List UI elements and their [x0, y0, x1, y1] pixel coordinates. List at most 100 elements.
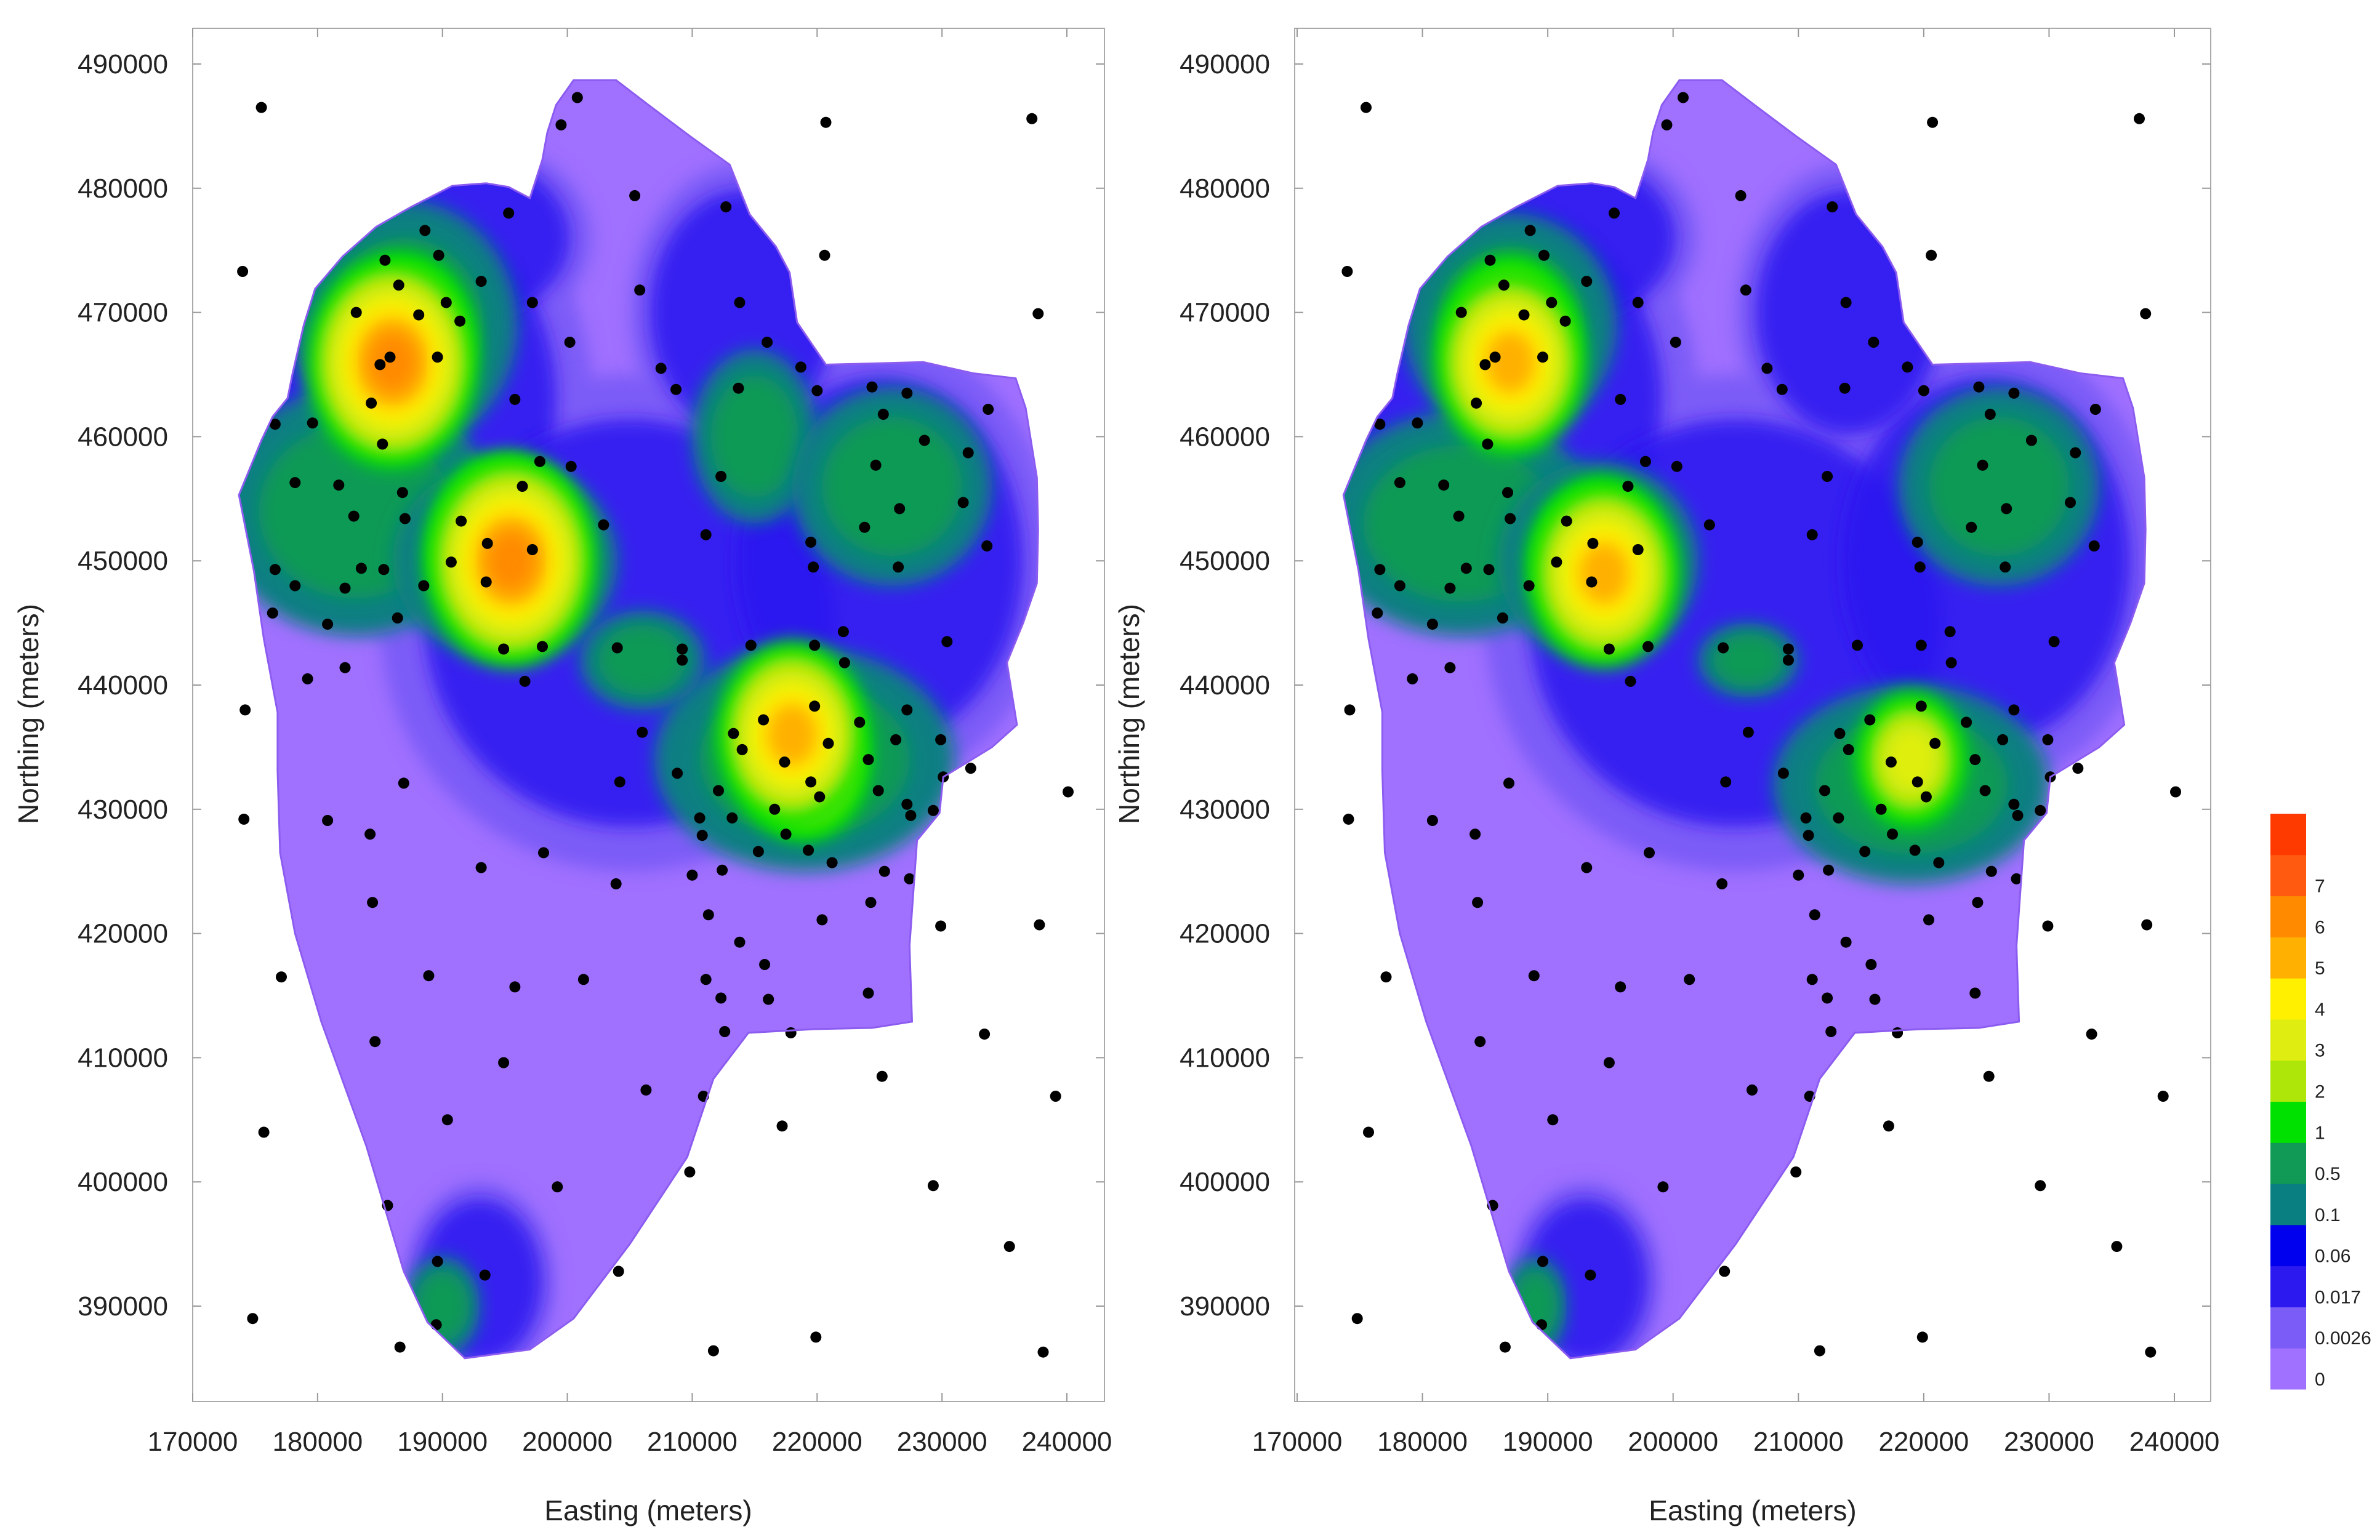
station-point: [377, 438, 388, 450]
station-point: [1747, 1084, 1758, 1096]
legend-swatch: [2270, 1060, 2306, 1102]
station-point: [1546, 297, 1558, 308]
station-point: [872, 785, 884, 796]
station-point: [1916, 1331, 1928, 1343]
station-point: [565, 460, 577, 472]
station-point: [555, 119, 567, 130]
station-point: [564, 337, 576, 348]
station-point: [935, 734, 947, 745]
station-point: [534, 455, 545, 467]
station-point: [1586, 576, 1598, 588]
station-point: [728, 728, 739, 739]
station-point: [1587, 537, 1599, 549]
station-point: [758, 714, 770, 726]
station-point: [339, 582, 351, 594]
y-tick-label: 410000: [78, 1043, 168, 1073]
station-point: [901, 704, 913, 716]
green-zone: [1713, 634, 1783, 687]
station-point: [2086, 1029, 2097, 1040]
x-tick-label: 200000: [1628, 1427, 1718, 1457]
station-point: [1761, 363, 1773, 374]
station-point: [517, 481, 528, 492]
station-point: [826, 857, 838, 868]
x-tick-label: 240000: [2129, 1427, 2220, 1457]
station-point: [1670, 337, 1681, 348]
station-point: [1603, 643, 1615, 655]
station-point: [1918, 385, 1929, 396]
station-point: [475, 276, 487, 287]
station-point: [785, 1027, 797, 1038]
station-point: [809, 640, 821, 651]
station-point: [694, 812, 706, 824]
station-point: [1502, 487, 1513, 499]
station-point: [1909, 844, 1921, 856]
station-point: [805, 776, 817, 788]
station-point: [720, 201, 732, 213]
station-point: [399, 513, 411, 524]
station-point: [366, 397, 377, 409]
station-point: [238, 813, 250, 825]
y-tick-label: 490000: [78, 49, 168, 79]
station-point: [2089, 404, 2101, 415]
station-point: [1927, 116, 1939, 128]
station-point: [736, 744, 748, 755]
station-point: [480, 576, 492, 588]
station-point: [1977, 459, 1988, 471]
station-point: [350, 307, 362, 318]
station-point: [877, 409, 889, 420]
station-point: [1343, 813, 1354, 825]
station-point: [1912, 776, 1923, 788]
station-point: [269, 564, 281, 575]
x-tick-label: 240000: [1022, 1427, 1112, 1457]
station-point: [696, 830, 708, 841]
station-point: [1803, 830, 1814, 841]
legend-swatch: [2270, 1265, 2306, 1307]
station-point: [893, 561, 904, 573]
station-point: [1944, 626, 1956, 638]
station-point: [454, 315, 466, 327]
legend-label: 2: [2315, 1082, 2325, 1102]
station-point: [1037, 1346, 1049, 1358]
y-tick-label: 450000: [1180, 546, 1270, 576]
station-point: [795, 361, 806, 373]
station-point: [677, 643, 688, 655]
station-point: [1678, 92, 1689, 103]
y-tick-label: 390000: [78, 1291, 168, 1321]
x-tick-label: 170000: [148, 1427, 238, 1457]
right-y-axis-title: Northing (meters): [1113, 604, 1145, 824]
station-point: [1536, 1319, 1547, 1331]
station-point: [322, 619, 334, 630]
station-point: [979, 1029, 991, 1040]
station-point: [707, 1345, 719, 1357]
station-point: [2008, 387, 2020, 399]
station-point: [811, 385, 823, 396]
x-tick-label: 190000: [1503, 1427, 1593, 1457]
station-point: [672, 768, 683, 779]
station-point: [289, 580, 301, 592]
station-point: [1661, 119, 1673, 130]
station-point: [1471, 397, 1482, 409]
station-point: [440, 297, 452, 308]
station-point: [715, 471, 727, 482]
station-point: [2025, 435, 2037, 446]
station-point: [1657, 1181, 1669, 1193]
x-tick-label: 200000: [522, 1427, 613, 1457]
station-point: [629, 190, 641, 201]
station-point: [935, 920, 947, 932]
station-point: [1929, 737, 1941, 749]
station-point: [1875, 803, 1887, 815]
right-panel: 390000 400000 410000 420000 430000 440000 4500…: [1113, 28, 2219, 1526]
station-point: [355, 563, 367, 574]
station-point: [1455, 307, 1467, 318]
station-point: [733, 382, 744, 394]
station-point: [2134, 113, 2145, 124]
station-point: [962, 447, 974, 459]
station-point: [1887, 828, 1898, 840]
station-point: [1412, 417, 1423, 429]
station-point: [1063, 786, 1074, 798]
station-point: [715, 992, 727, 1004]
y-tick-label: 440000: [78, 670, 168, 700]
station-point: [814, 791, 826, 803]
station-point: [1482, 438, 1494, 450]
legend-label: 0.1: [2315, 1205, 2341, 1225]
